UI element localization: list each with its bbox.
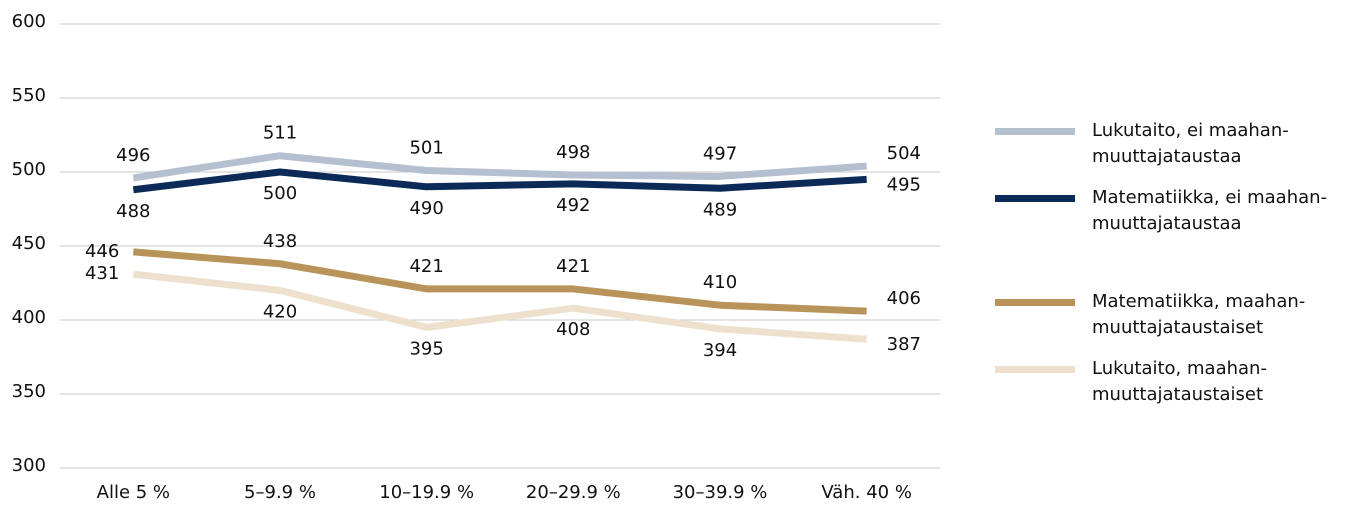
y-tick-label: 350 bbox=[12, 381, 46, 402]
data-label: 406 bbox=[887, 288, 921, 309]
data-label: 488 bbox=[116, 201, 150, 222]
data-label: 421 bbox=[409, 256, 443, 277]
legend-swatch bbox=[995, 128, 1075, 135]
data-label: 489 bbox=[703, 199, 737, 220]
data-label: 420 bbox=[263, 301, 297, 322]
data-label: 438 bbox=[263, 231, 297, 252]
legend-swatch bbox=[995, 195, 1075, 202]
data-label: 490 bbox=[409, 198, 443, 219]
series-line bbox=[132, 152, 867, 182]
series-line bbox=[132, 270, 867, 343]
y-tick-label: 400 bbox=[12, 307, 46, 328]
y-tick-label: 600 bbox=[12, 11, 46, 32]
y-tick-label: 300 bbox=[12, 455, 46, 476]
x-tick-label: 5–9.9 % bbox=[244, 482, 316, 503]
data-label: 421 bbox=[556, 256, 590, 277]
data-label: 446 bbox=[85, 241, 119, 262]
legend-swatch bbox=[995, 366, 1075, 373]
y-tick-label: 450 bbox=[12, 233, 46, 254]
legend-item: Matematiikka, ei maahan- muuttajataustaa bbox=[995, 185, 1327, 237]
x-tick-label: 30–39.9 % bbox=[673, 482, 768, 503]
legend-item: Lukutaito, maahan- muuttajataustaiset bbox=[995, 356, 1267, 408]
legend-item: Matematiikka, maahan- muuttajataustaiset bbox=[995, 289, 1305, 341]
data-label: 498 bbox=[556, 142, 590, 163]
data-label: 495 bbox=[887, 174, 921, 195]
legend-item: Lukutaito, ei maahan- muuttajataustaa bbox=[995, 118, 1289, 170]
x-tick-label: Alle 5 % bbox=[97, 482, 170, 503]
data-label: 492 bbox=[556, 195, 590, 216]
x-tick-label: Väh. 40 % bbox=[821, 482, 912, 503]
data-label: 394 bbox=[703, 340, 737, 361]
legend-label: Lukutaito, maahan- muuttajataustaiset bbox=[1092, 358, 1267, 405]
data-label: 496 bbox=[116, 145, 150, 166]
legend-label: Lukutaito, ei maahan- muuttajataustaa bbox=[1092, 120, 1289, 167]
data-label: 431 bbox=[85, 263, 119, 284]
x-tick-label: 20–29.9 % bbox=[526, 482, 621, 503]
data-label: 497 bbox=[703, 143, 737, 164]
data-label: 504 bbox=[887, 143, 921, 164]
data-label: 408 bbox=[556, 319, 590, 340]
legend-swatch bbox=[995, 299, 1075, 306]
x-tick-label: 10–19.9 % bbox=[379, 482, 474, 503]
data-label: 387 bbox=[887, 334, 921, 355]
y-tick-label: 550 bbox=[12, 85, 46, 106]
legend-label: Matematiikka, ei maahan- muuttajataustaa bbox=[1092, 187, 1328, 234]
data-label: 501 bbox=[409, 138, 443, 159]
series-line bbox=[132, 168, 867, 194]
data-label: 500 bbox=[263, 183, 297, 204]
data-label: 511 bbox=[263, 123, 297, 144]
y-tick-label: 500 bbox=[12, 159, 46, 180]
legend-label: Matematiikka, maahan- muuttajataustaiset bbox=[1092, 291, 1306, 338]
data-label: 410 bbox=[703, 272, 737, 293]
series-line bbox=[133, 248, 867, 315]
data-label: 395 bbox=[409, 338, 443, 359]
